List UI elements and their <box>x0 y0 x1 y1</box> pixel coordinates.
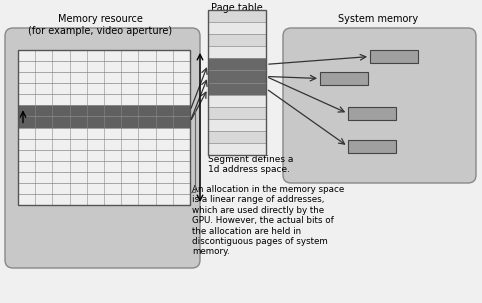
Bar <box>18 105 190 116</box>
Bar <box>18 194 190 205</box>
Bar <box>208 22 266 34</box>
Bar <box>208 34 266 46</box>
Bar <box>18 116 190 128</box>
Bar <box>18 128 190 138</box>
Bar <box>18 83 190 94</box>
Bar <box>370 50 418 63</box>
FancyBboxPatch shape <box>5 28 200 268</box>
Bar <box>208 46 266 58</box>
Bar <box>18 50 190 205</box>
Bar <box>208 10 266 22</box>
Bar <box>348 107 396 120</box>
Bar <box>18 150 190 161</box>
Bar <box>208 10 266 155</box>
Text: Memory resource
(for example, video aperture): Memory resource (for example, video aper… <box>28 14 172 35</box>
Text: Segment defines a
1d address space.: Segment defines a 1d address space. <box>208 155 294 175</box>
Bar <box>208 143 266 155</box>
Bar <box>208 82 266 95</box>
Bar <box>348 140 396 153</box>
Bar <box>208 70 266 82</box>
Bar <box>18 94 190 105</box>
Bar <box>18 172 190 183</box>
Bar <box>18 61 190 72</box>
Bar <box>18 50 190 61</box>
Bar <box>18 161 190 172</box>
Bar <box>18 183 190 194</box>
Bar <box>320 72 368 85</box>
Bar <box>208 58 266 70</box>
Text: An allocation in the memory space
is a linear range of addresses,
which are used: An allocation in the memory space is a l… <box>192 185 344 256</box>
Text: System memory: System memory <box>338 14 418 24</box>
FancyBboxPatch shape <box>283 28 476 183</box>
Bar <box>208 119 266 131</box>
Bar <box>208 95 266 107</box>
Bar <box>18 72 190 83</box>
Bar <box>18 138 190 150</box>
Bar <box>208 107 266 119</box>
Text: Page table: Page table <box>211 3 263 13</box>
Bar <box>208 131 266 143</box>
